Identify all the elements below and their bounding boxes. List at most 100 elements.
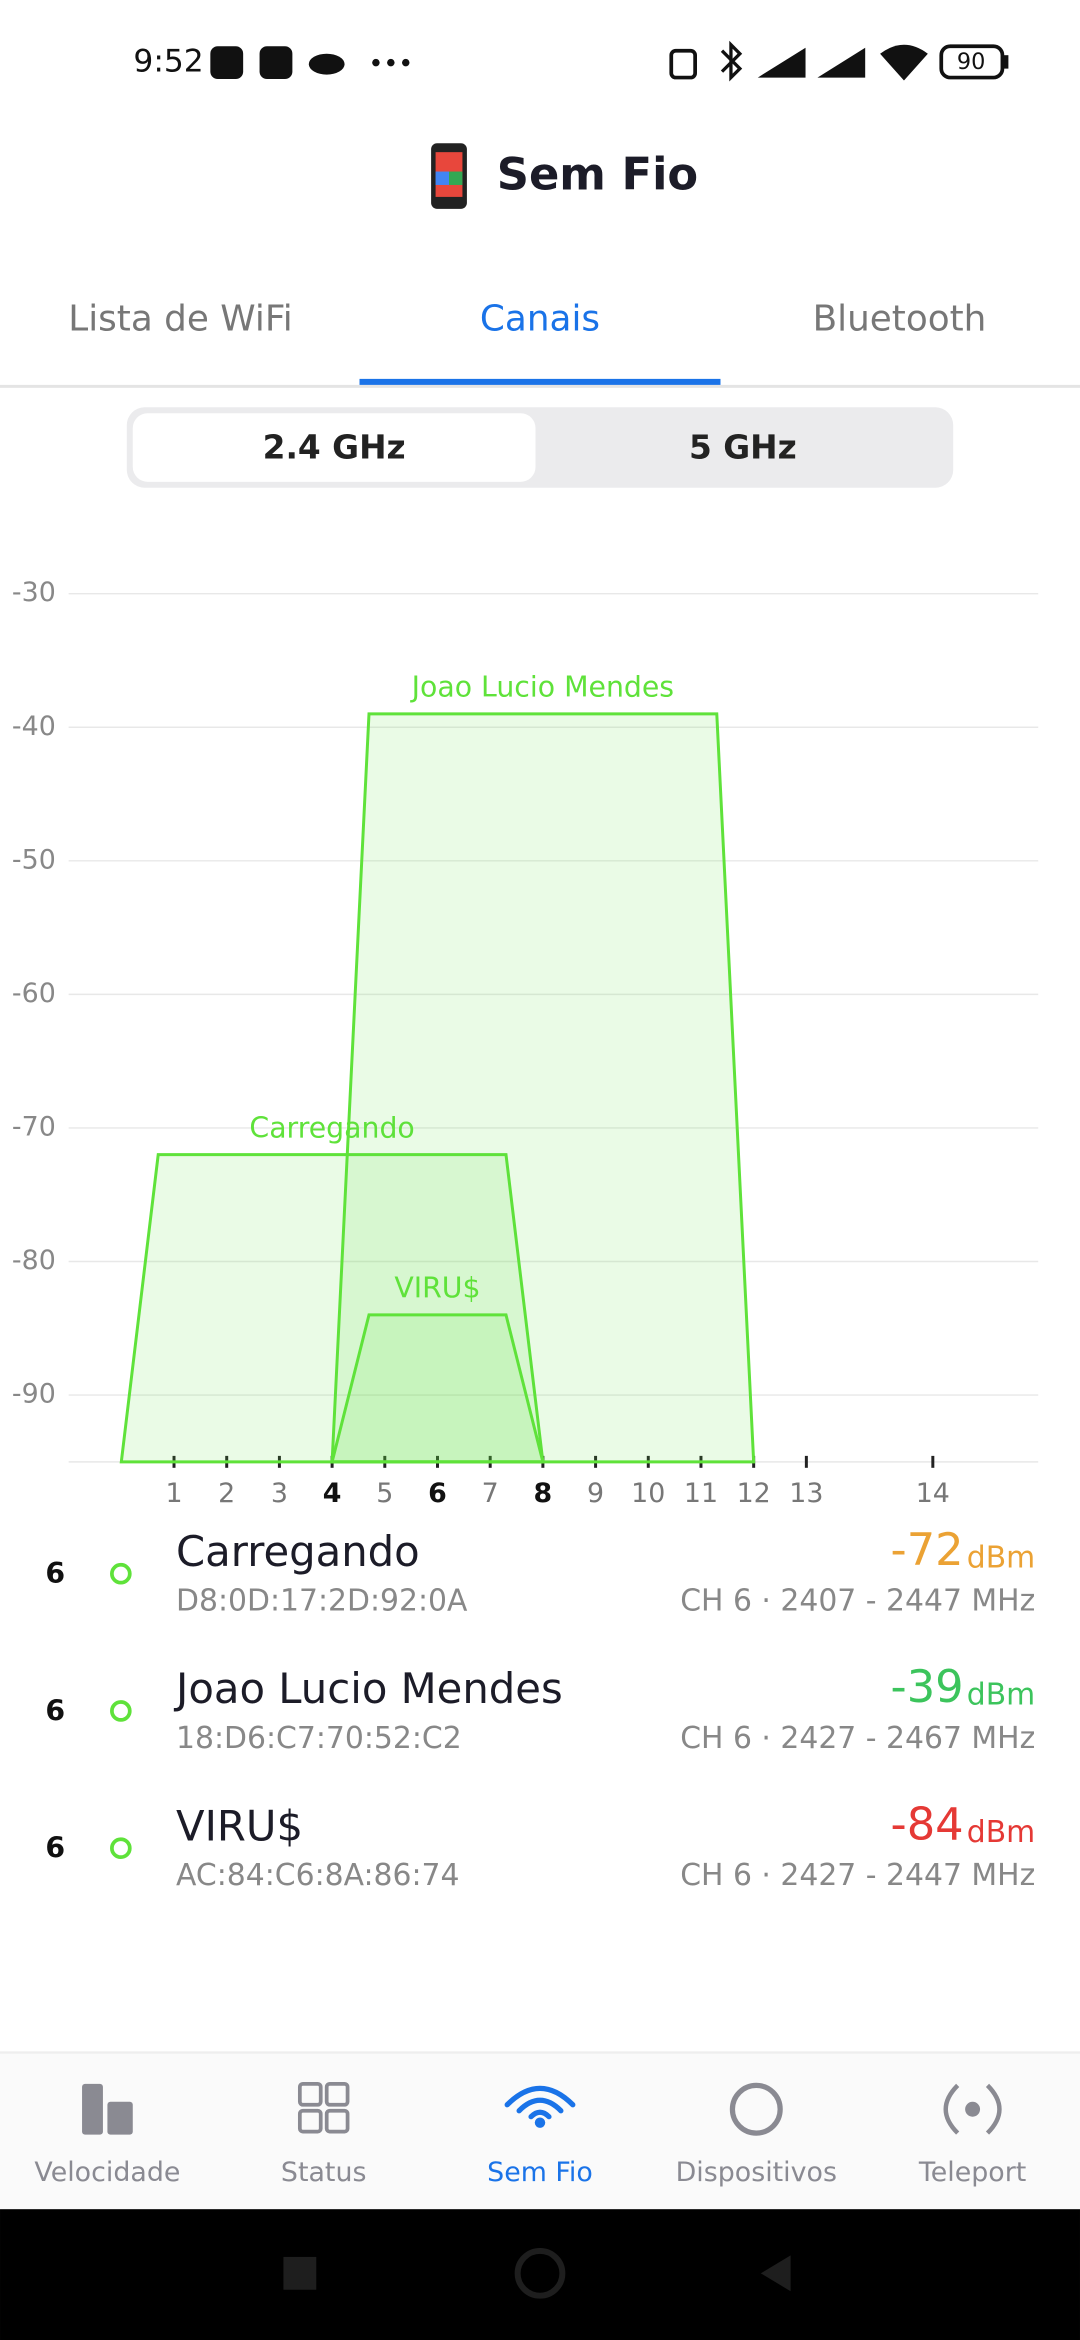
x-tick-label: 11	[684, 1478, 718, 1509]
signal-value: -39	[891, 1660, 964, 1713]
signal-unit: dBm	[967, 1678, 1035, 1713]
battery-tip	[1003, 55, 1009, 69]
app-header: Sem Fio	[431, 143, 698, 209]
nav-label[interactable]: Status	[281, 2157, 367, 2188]
nav-icon	[297, 2082, 350, 2134]
dot	[402, 58, 410, 67]
x-tick-label: 5	[376, 1478, 393, 1509]
icon-part	[324, 2082, 350, 2107]
signal-value: -72	[891, 1523, 964, 1576]
icon-part	[965, 2101, 981, 2117]
dot	[387, 58, 395, 67]
signal-unit: dBm	[967, 1815, 1035, 1850]
rotate-icon	[669, 48, 697, 80]
icon-part	[729, 2082, 783, 2136]
icon-part	[943, 2083, 1002, 2135]
network-name[interactable]: Joao Lucio Mendes	[173, 1664, 563, 1713]
channel-number: 6	[45, 1557, 65, 1590]
tab-label[interactable]: Canais	[480, 299, 600, 340]
nav-label[interactable]: Teleport	[918, 2157, 1026, 2188]
x-tick-label: 9	[587, 1478, 604, 1509]
nav-icon	[82, 2083, 133, 2135]
network-mac: 18:D6:C7:70:52:C2	[176, 1721, 462, 1756]
y-tick-label: -70	[12, 1111, 56, 1142]
signal-icon	[757, 47, 806, 78]
y-tick-label: -50	[12, 844, 56, 875]
network-mac: AC:84:C6:8A:86:74	[176, 1858, 459, 1893]
band-selected	[132, 413, 536, 482]
channel-number: 6	[45, 1694, 65, 1727]
home-button[interactable]	[514, 2247, 566, 2299]
band-segments: 2.4 GHz 5 GHz	[132, 413, 797, 482]
x-tick-label: 1	[165, 1478, 182, 1509]
channel-chart: -30-40-50-60-70-80-901 2 3 4 5 6 7 8 9 10 11 12 13 14…	[12, 577, 1039, 1509]
cloud-icon	[308, 53, 345, 75]
icon-part	[107, 2101, 133, 2135]
signal-value: -84	[891, 1797, 964, 1850]
network-area	[330, 1313, 545, 1464]
signal-icon	[817, 47, 866, 78]
x-tick-label: 8	[534, 1478, 553, 1509]
bottom-nav: Velocidade Status Sem Fio Dispositivos Telep…	[34, 2082, 1026, 2188]
icon-part	[324, 2108, 350, 2134]
band-label[interactable]: 2.4 GHz	[263, 428, 406, 466]
tab-label[interactable]: Bluetooth	[813, 299, 987, 340]
back-button[interactable]	[760, 2255, 791, 2292]
nav-icon	[729, 2082, 783, 2136]
app-icon-part	[435, 171, 450, 185]
wifi-icon	[880, 44, 928, 81]
notif-icon	[210, 46, 244, 80]
band-label[interactable]: 5 GHz	[689, 428, 797, 466]
icon-part	[516, 2097, 564, 2114]
x-tick-label: 13	[789, 1478, 823, 1509]
x-tick-label: 10	[631, 1478, 665, 1509]
x-tick-label: 6	[428, 1478, 447, 1509]
tab-label[interactable]: Lista de WiFi	[68, 299, 292, 340]
network-name[interactable]: VIRU$	[176, 1801, 303, 1850]
network-area-label: Carregando	[249, 1111, 414, 1144]
status-dot	[110, 1837, 132, 1860]
icon-part	[534, 2117, 546, 2128]
status-bar: 9:52 90	[133, 40, 1009, 82]
y-tick-label: -30	[12, 577, 56, 608]
x-tick-label: 7	[482, 1478, 499, 1509]
battery-icon	[939, 44, 1005, 80]
nav-label[interactable]: Velocidade	[34, 2157, 180, 2188]
network-area	[330, 712, 756, 1464]
network-area-label: Joao Lucio Mendes	[410, 671, 674, 704]
notif-icon	[259, 46, 293, 80]
recents-button[interactable]	[283, 2256, 317, 2290]
dot	[372, 58, 380, 67]
x-tick-label: 12	[737, 1478, 771, 1509]
system-nav	[0, 2209, 1080, 2340]
network-name[interactable]: Carregando	[176, 1527, 420, 1576]
icon-part	[528, 2109, 552, 2120]
tab-indicator	[359, 378, 721, 387]
icon-part	[82, 2083, 103, 2135]
icon-part	[297, 2108, 323, 2134]
bottom-nav-bg	[0, 2052, 1080, 2210]
nav-label[interactable]: Dispositivos	[676, 2157, 837, 2188]
y-tick-label: -40	[12, 711, 56, 742]
nav-label[interactable]: Sem Fio	[487, 2157, 593, 2188]
x-tick-label: 2	[218, 1478, 235, 1509]
x-tick-label: 3	[271, 1478, 288, 1509]
app-icon-part	[449, 171, 463, 185]
network-list: 6 Carregando D8:0D:17:2D:92:0A dBm -72 CH 6 ·…	[45, 1523, 1035, 1893]
icon-part	[504, 2085, 576, 2108]
bluetooth-icon	[720, 40, 743, 82]
nav-icon	[504, 2085, 576, 2128]
status-dot	[110, 1562, 132, 1585]
channel-range: CH 6 · 2427 - 2447 MHz	[680, 1858, 1035, 1893]
channel-range: CH 6 · 2427 - 2467 MHz	[680, 1721, 1035, 1756]
icon-part	[297, 2082, 323, 2107]
tab-bar: Lista de WiFi Canais Bluetooth	[68, 299, 986, 387]
network-mac: D8:0D:17:2D:92:0A	[176, 1584, 468, 1619]
y-tick-label: -90	[12, 1379, 56, 1410]
channel-range: CH 6 · 2407 - 2447 MHz	[680, 1584, 1035, 1619]
page-title: Sem Fio	[497, 148, 698, 201]
battery-level: 90	[957, 49, 985, 75]
clock: 9:52	[133, 44, 203, 80]
